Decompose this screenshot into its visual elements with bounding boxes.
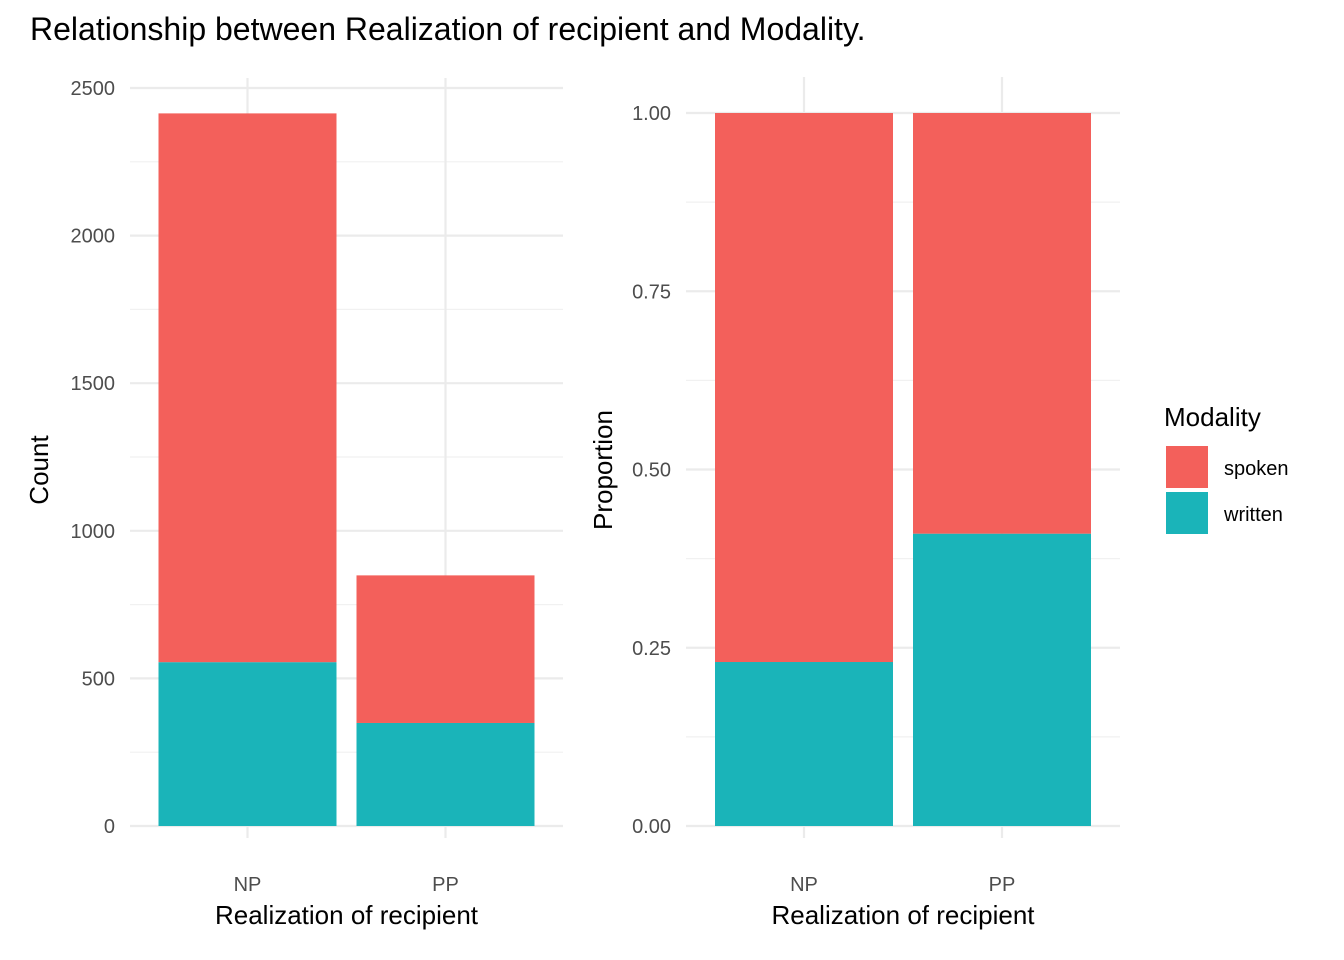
bar-written-np <box>158 662 337 826</box>
y-tick-label: 0 <box>104 816 115 838</box>
bar-spoken-pp <box>913 113 1091 534</box>
bar-spoken-np <box>158 113 337 663</box>
bar-written-pp <box>356 722 535 826</box>
x-axis-title: Realization of recipient <box>215 900 479 930</box>
legend-label-spoken: spoken <box>1224 458 1289 480</box>
y-tick-label: 0.75 <box>632 281 671 303</box>
x-tick-label: NP <box>234 874 262 896</box>
legend-swatch-written <box>1166 492 1208 534</box>
y-tick-label: 0.50 <box>632 460 671 482</box>
y-tick-label: 0.25 <box>632 638 671 660</box>
bar-written-pp <box>913 533 1091 826</box>
y-tick-label: 1000 <box>71 521 116 543</box>
y-tick-label: 1.00 <box>632 103 671 125</box>
x-tick-label: PP <box>989 874 1016 896</box>
x-axis-title: Realization of recipient <box>771 900 1035 930</box>
bar-written-np <box>715 662 893 826</box>
y-tick-label: 2000 <box>71 226 116 248</box>
bar-spoken-pp <box>356 575 535 723</box>
legend-label-written: written <box>1223 504 1283 526</box>
y-tick-label: 2500 <box>71 78 116 100</box>
legend-title: Modality <box>1164 402 1261 432</box>
y-tick-label: 1500 <box>71 373 116 395</box>
x-tick-label: PP <box>432 874 459 896</box>
count-panel: 0 500 1000 1500 2000 2500 NP PP Realization of r… <box>24 78 563 930</box>
y-axis-title: Proportion <box>588 410 618 530</box>
chart-title: Relationship between Realization of reci… <box>30 11 865 47</box>
legend: Modality spoken written <box>1164 402 1289 534</box>
legend-swatch-spoken <box>1166 446 1208 488</box>
x-tick-label: NP <box>790 874 818 896</box>
y-tick-label: 500 <box>82 668 115 690</box>
proportion-panel: 0.00 0.25 0.50 0.75 1.00 NP PP Realization of r… <box>588 77 1120 930</box>
y-tick-label: 0.00 <box>632 816 671 838</box>
y-axis-title: Count <box>24 435 54 505</box>
bar-spoken-np <box>715 113 893 663</box>
